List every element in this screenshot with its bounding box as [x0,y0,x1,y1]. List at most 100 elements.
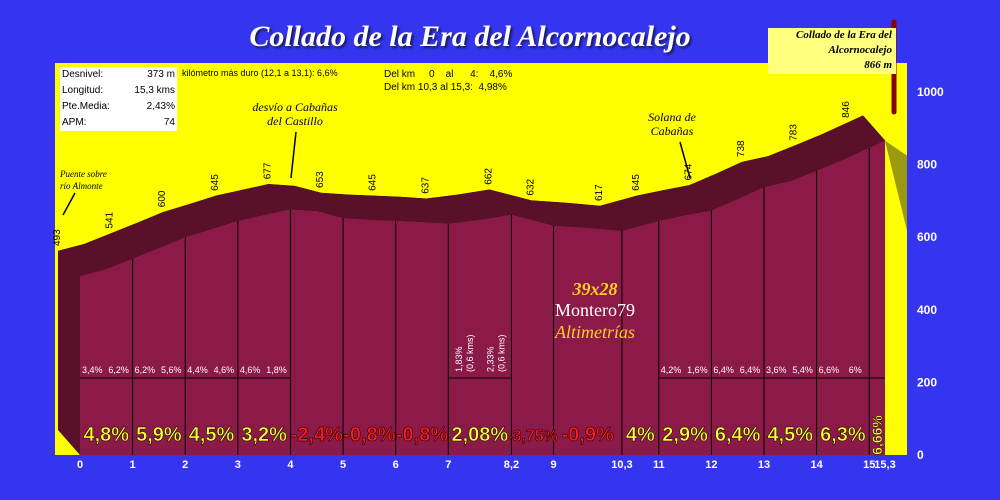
altitude-label: 541 [105,211,116,228]
segment-slope-label: 6,66% [869,415,885,455]
half-km-slope-label: 6,2% [135,365,156,375]
summit-name-line1: Collado de la Era del [796,29,892,41]
segment-slope-label: -3,75% [507,428,558,445]
altitude-label: 783 [789,124,800,141]
annotation-text: Cabañas [651,124,694,138]
segment-slope-label: 5,9% [136,424,182,446]
summit-box: Collado de la Era del Alcornocalejo 866 … [768,28,896,74]
segment-slope-label: 2,9% [662,424,708,446]
x-tick-label: 0 [77,459,83,471]
sub-segment-label: (0,6 kms) [465,334,475,372]
x-tick-label: 9 [550,459,556,471]
altitude-label: 653 [315,171,326,188]
x-tick-label: 6 [393,459,399,471]
altitude-label: 645 [631,174,642,191]
annotation-pointer [679,141,691,179]
x-tick-label: 1 [130,459,136,471]
summit-name-line2: Alcornocalejo [828,44,892,56]
annotation-pointer [62,192,76,216]
chart-title: Collado de la Era del Alcornocalejo [249,20,691,53]
stat-value: 373 m [147,69,175,80]
section-slope-line: Del km 10,3 al 15,3: 4,98% [384,82,507,93]
sub-segment-label: 1,83% [454,346,464,372]
half-km-slope-label: 3,4% [82,365,103,375]
section-slope-line: Del km 0 al 4: 4,6% [384,69,513,80]
y-tick-label: 800 [917,158,937,172]
half-km-slope-label: 5,6% [161,365,182,375]
x-tick-label: 14 [810,459,823,471]
watermark-size: 39x28 [572,279,618,299]
stat-value: 74 [163,117,175,128]
y-tick-label: 0 [917,448,924,462]
y-tick-label: 1000 [917,85,944,99]
stat-value: 15,3 kms [134,85,175,96]
summit-altitude: 866 m [864,59,892,71]
segment-slope-label: -0,8% [396,424,448,446]
stat-row: Pte.Media: 2,43% [60,99,177,115]
altitude-label: 600 [157,190,168,207]
annotation-text: Solana de [648,110,696,124]
altitude-label: 846 [841,101,852,118]
sub-segment-label: (0,6 kms) [497,334,507,372]
x-tick-label: 7 [445,459,451,471]
stat-row: APM: 74 [60,115,177,131]
half-km-slope-label: 3,6% [766,365,787,375]
segment-slope-label: 4,5% [189,424,235,446]
annotation-text: desvío a Cabañas [252,100,338,114]
half-km-slope-label: 5,4% [792,365,813,375]
summit-side-wall [885,140,907,231]
half-km-slope-label: 1,8% [266,365,287,375]
half-km-slope-label: 1,6% [687,365,708,375]
altitude-label: 637 [420,177,431,194]
annotation-text: Puente sobre [59,169,107,179]
profile-left-face [58,251,80,455]
segment-slope-label: 6,4% [715,424,761,446]
segment-slope-label: -2,4% [291,424,343,446]
segment-slope-label: 3,2% [241,424,287,446]
half-km-slope-label: 6,2% [108,365,129,375]
half-km-slope-label: 6,4% [740,365,761,375]
watermark-author: Montero79 [555,300,635,320]
stat-row: Longitud: 15,3 kms [60,83,177,99]
annotation-text: río Almonte [60,181,103,191]
annotation-pointer [290,131,297,179]
hardest-km-note: kilómetro más duro (12,1 a 13,1): 6,6% [182,68,338,78]
segment-slope-label: -0,8% [343,424,395,446]
annotation-text: del Castillo [267,114,323,128]
half-km-slope-label: 4,4% [187,365,208,375]
altitude-label: 632 [526,178,537,195]
stat-label: Pte.Media: [62,101,110,112]
x-tick-label: 15 [863,459,875,471]
segment-slope-label: 4,8% [84,424,130,446]
x-tick-label: 3 [235,459,241,471]
stat-label: Desnivel: [62,69,104,80]
altitude-label: 738 [736,140,747,157]
x-tick-label: 13 [758,459,770,471]
altitude-label: 493 [52,229,63,246]
stats-box: Desnivel: 373 m Longitud: 15,3 kms Pte.Med… [60,67,177,131]
stat-row: Desnivel: 373 m [60,67,177,83]
segment-slope-label: 6,3% [820,424,866,446]
altitude-label: 645 [210,174,221,191]
segment-slope-label: 4,5% [767,424,813,446]
altitude-label: 677 [262,162,273,179]
y-tick-label: 200 [917,375,937,389]
stat-label: APM: [62,117,87,128]
segment-slope-label: 4% [626,424,655,446]
half-km-slope-label: 4,6% [240,365,261,375]
x-tick-label: 11 [653,459,665,471]
stat-value: 2,43% [146,101,175,112]
half-km-slope-label: 6% [849,365,862,375]
x-tick-label: 12 [705,459,717,471]
x-tick-label: 15,3 [874,459,895,471]
y-tick-label: 400 [917,303,937,317]
altitude-label: 617 [594,184,605,201]
half-km-slope-label: 4,6% [214,365,235,375]
altitude-label: 662 [483,168,494,185]
x-tick-label: 5 [340,459,346,471]
x-tick-label: 2 [182,459,188,471]
segment-slope-label: -0,9% [562,424,614,446]
watermark-brand: Altimetrías [555,322,635,342]
